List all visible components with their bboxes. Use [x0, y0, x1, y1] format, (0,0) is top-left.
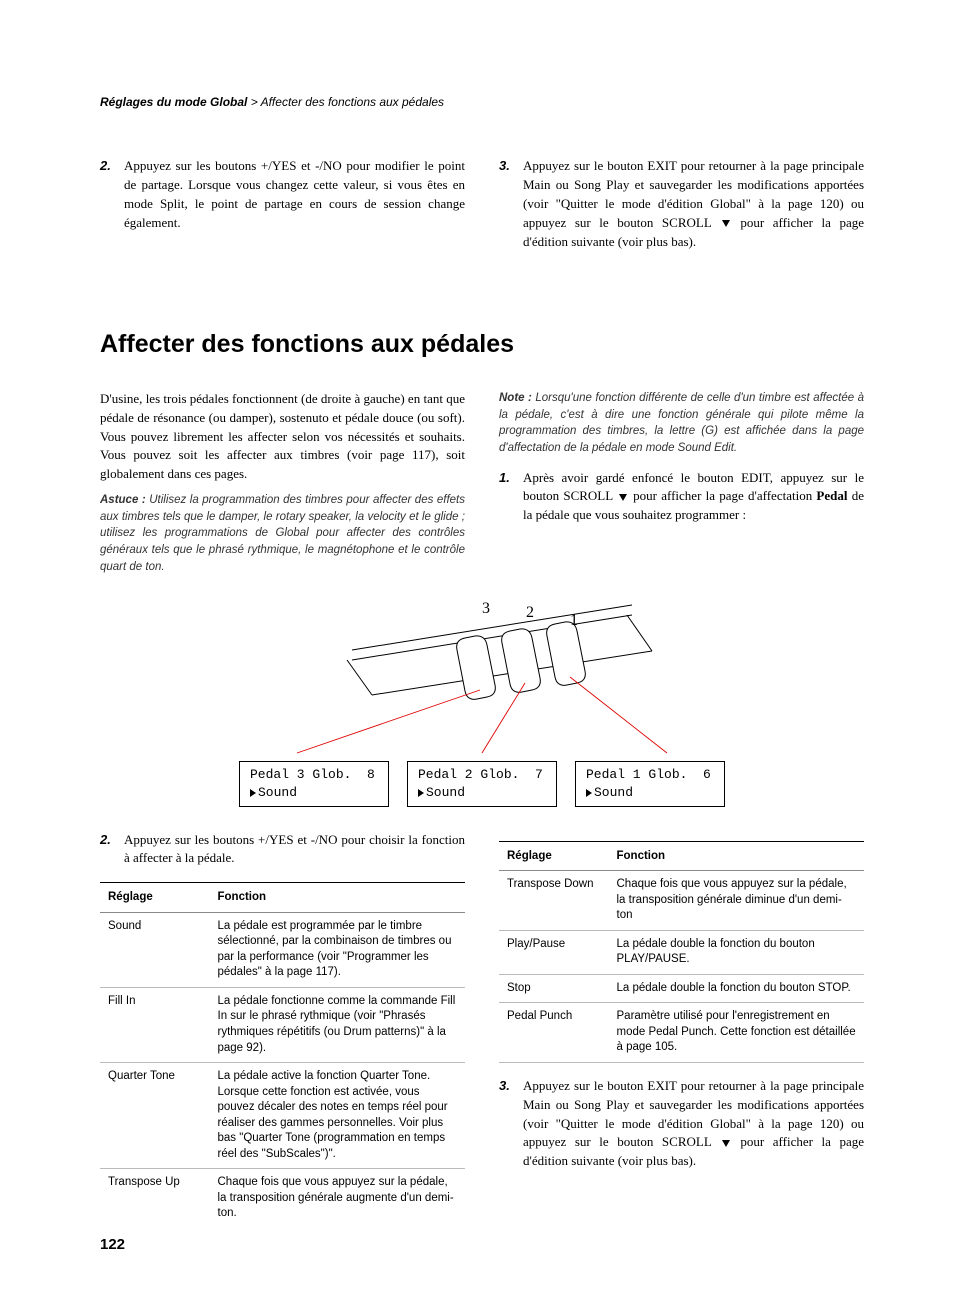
lcd-pedal-2: Pedal 2 Glob. 7 Sound — [407, 761, 557, 806]
lcd-line2: Sound — [426, 785, 465, 800]
right-arrow-icon — [586, 789, 592, 797]
step-text: Après avoir gardé enfoncé le bouton EDIT… — [523, 469, 864, 526]
step-1: 1. Après avoir gardé enfoncé le bouton E… — [499, 469, 864, 526]
step-text: Appuyez sur les boutons +/YES et -/NO po… — [124, 157, 465, 232]
cell-fonction: Paramètre utilisé pour l'enregistrement … — [609, 1003, 865, 1063]
table-row: Fill InLa pédale fonctionne comme la com… — [100, 987, 465, 1062]
tip-body: Utilisez la programmation des timbres po… — [100, 494, 465, 573]
settings-table-left: Réglage Fonction SoundLa pédale est prog… — [100, 882, 465, 1227]
right-arrow-icon — [418, 789, 424, 797]
table-row: Quarter ToneLa pédale active la fonction… — [100, 1063, 465, 1169]
pedal-label-3: 3 — [482, 600, 490, 617]
scroll-down-icon — [722, 220, 730, 227]
settings-table-right: Réglage Fonction Transpose DownChaque fo… — [499, 841, 864, 1063]
scroll-down-icon — [722, 1140, 730, 1147]
cell-fonction: La pédale active la fonction Quarter Ton… — [210, 1063, 466, 1169]
right-arrow-icon — [250, 789, 256, 797]
step-2-bottom: 2. Appuyez sur les boutons +/YES et -/NO… — [100, 831, 465, 869]
step-number: 2. — [100, 831, 116, 869]
cell-reglage: Stop — [499, 974, 609, 1003]
table-row: Play/PauseLa pédale double la fonction d… — [499, 930, 864, 974]
intro-paragraph: D'usine, les trois pédales fonctionnent … — [100, 390, 465, 484]
table-row: Transpose DownChaque fois que vous appuy… — [499, 871, 864, 931]
lcd-pedal-3: Pedal 3 Glob. 8 Sound — [239, 761, 389, 806]
cell-fonction: Chaque fois que vous appuyez sur la péda… — [210, 1169, 466, 1228]
top-steps: 2. Appuyez sur les boutons +/YES et -/NO… — [100, 157, 864, 265]
bottom-columns: 2. Appuyez sur les boutons +/YES et -/NO… — [100, 831, 864, 1228]
tip-paragraph: Astuce : Utilisez la programmation des t… — [100, 492, 465, 575]
breadcrumb: Réglages du mode Global > Affecter des f… — [100, 94, 864, 111]
cell-reglage: Fill In — [100, 987, 210, 1062]
th-reglage: Réglage — [499, 841, 609, 871]
lcd-line2: Sound — [594, 785, 633, 800]
step-text: Appuyez sur le bouton EXIT pour retourne… — [523, 1077, 864, 1171]
step1-b: pour afficher la page d'affectation — [629, 488, 816, 503]
lcd-line1: Pedal 3 Glob. 8 — [250, 767, 375, 782]
note-paragraph: Note : Lorsqu'une fonction différente de… — [499, 390, 864, 457]
page-number: 122 — [100, 1234, 125, 1256]
lcd-line1: Pedal 1 Glob. 6 — [586, 767, 711, 782]
table-row: StopLa pédale double la fonction du bout… — [499, 974, 864, 1003]
step-text: Appuyez sur les boutons +/YES et -/NO po… — [124, 831, 465, 869]
th-fonction: Fonction — [609, 841, 865, 871]
pedal-svg: 3 2 1 — [202, 595, 762, 755]
note-lead: Note : — [499, 392, 532, 404]
step-number: 3. — [499, 1077, 515, 1171]
lcd-row: Pedal 3 Glob. 8 Sound Pedal 2 Glob. 7 So… — [100, 761, 864, 806]
scroll-down-icon — [619, 494, 627, 501]
lcd-line2: Sound — [258, 785, 297, 800]
cell-reglage: Transpose Up — [100, 1169, 210, 1228]
cell-fonction: La pédale fonctionne comme la commande F… — [210, 987, 466, 1062]
lcd-pedal-1: Pedal 1 Glob. 6 Sound — [575, 761, 725, 806]
cell-fonction: La pédale double la fonction du bouton S… — [609, 974, 865, 1003]
step-3-bottom: 3. Appuyez sur le bouton EXIT pour retou… — [499, 1077, 864, 1171]
table-row: SoundLa pédale est programmée par le tim… — [100, 912, 465, 987]
th-reglage: Réglage — [100, 883, 210, 913]
pedal-label-1: 1 — [570, 612, 578, 629]
breadcrumb-sep: > — [247, 95, 260, 109]
pedal-diagram: 3 2 1 Pedal 3 Glob. 8 Sound Pedal 2 Glob… — [100, 595, 864, 806]
breadcrumb-page: Affecter des fonctions aux pédales — [261, 95, 444, 109]
tip-lead: Astuce : — [100, 494, 146, 506]
cell-reglage: Sound — [100, 912, 210, 987]
cell-reglage: Play/Pause — [499, 930, 609, 974]
step-text: Appuyez sur le bouton EXIT pour retourne… — [523, 157, 864, 251]
step-3-top: 3. Appuyez sur le bouton EXIT pour retou… — [499, 157, 864, 251]
step-number: 2. — [100, 157, 116, 232]
table-row: Transpose UpChaque fois que vous appuyez… — [100, 1169, 465, 1228]
cell-reglage: Pedal Punch — [499, 1003, 609, 1063]
cell-fonction: Chaque fois que vous appuyez sur la péda… — [609, 871, 865, 931]
cell-reglage: Quarter Tone — [100, 1063, 210, 1169]
pedal-label-2: 2 — [526, 604, 534, 621]
step-number: 1. — [499, 469, 515, 526]
table-row: Pedal PunchParamètre utilisé pour l'enre… — [499, 1003, 864, 1063]
note-body: Lorsqu'une fonction différente de celle … — [499, 392, 864, 454]
cell-fonction: La pédale est programmée par le timbre s… — [210, 912, 466, 987]
step-number: 3. — [499, 157, 515, 251]
breadcrumb-section: Réglages du mode Global — [100, 95, 247, 109]
intro-columns: D'usine, les trois pédales fonctionnent … — [100, 390, 864, 576]
cell-reglage: Transpose Down — [499, 871, 609, 931]
cell-fonction: La pédale double la fonction du bouton P… — [609, 930, 865, 974]
lcd-line1: Pedal 2 Glob. 7 — [418, 767, 543, 782]
section-heading: Affecter des fonctions aux pédales — [100, 326, 864, 362]
step1-pedal: Pedal — [816, 488, 847, 503]
step-2-top: 2. Appuyez sur les boutons +/YES et -/NO… — [100, 157, 465, 232]
th-fonction: Fonction — [210, 883, 466, 913]
